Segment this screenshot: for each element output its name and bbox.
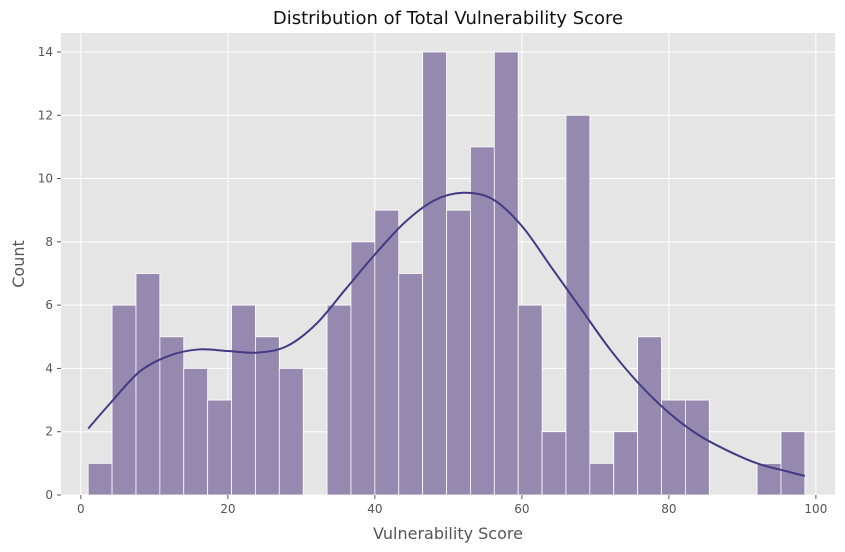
histogram-bar <box>374 209 400 496</box>
histogram-bar <box>685 399 710 496</box>
x-tick-label: 20 <box>220 502 235 516</box>
y-axis-title: Count <box>9 240 28 288</box>
y-tick-label: 2 <box>45 425 53 439</box>
x-tick-label: 40 <box>367 502 382 516</box>
histogram-bar <box>398 273 424 496</box>
histogram-bar <box>183 368 209 496</box>
histogram-bar <box>517 304 543 496</box>
histogram-bar <box>255 336 280 496</box>
histogram-bar <box>135 273 161 496</box>
x-tick-label: 80 <box>661 502 676 516</box>
histogram-bars <box>87 51 806 496</box>
histogram-bar <box>589 462 615 496</box>
x-tick-label: 100 <box>804 502 827 516</box>
chart-title: Distribution of Total Vulnerability Scor… <box>273 8 623 29</box>
histogram-bar <box>231 304 256 496</box>
histogram-bar <box>278 368 304 496</box>
histogram-bar <box>111 304 137 496</box>
histogram-bar <box>780 431 806 496</box>
histogram-bar <box>422 51 447 496</box>
y-tick-label: 6 <box>45 298 53 312</box>
histogram-bar <box>541 431 567 496</box>
x-tick-label: 0 <box>77 502 85 516</box>
histogram-bar <box>613 431 639 496</box>
y-tick-label: 14 <box>38 45 53 59</box>
histogram-bar <box>207 399 232 496</box>
y-tick-label: 4 <box>45 361 53 375</box>
x-axis-title: Vulnerability Score <box>373 524 523 543</box>
y-tick-label: 8 <box>45 235 53 249</box>
histogram-bar <box>446 209 471 496</box>
x-tick-label: 60 <box>514 502 529 516</box>
y-tick-label: 0 <box>45 488 53 502</box>
histogram-bar <box>493 51 519 496</box>
x-ticks: 0 20 40 60 80 100 <box>77 495 827 516</box>
y-tick-label: 10 <box>38 172 53 186</box>
histogram-bar <box>326 304 352 496</box>
histogram-bar <box>159 336 185 496</box>
histogram-bar <box>87 462 113 496</box>
histogram-bar <box>661 399 686 496</box>
y-tick-label: 12 <box>38 108 53 122</box>
histogram-bar <box>637 336 662 496</box>
y-ticks: 0 2 4 6 8 10 12 14 <box>38 45 61 502</box>
kde-curve <box>87 191 806 477</box>
